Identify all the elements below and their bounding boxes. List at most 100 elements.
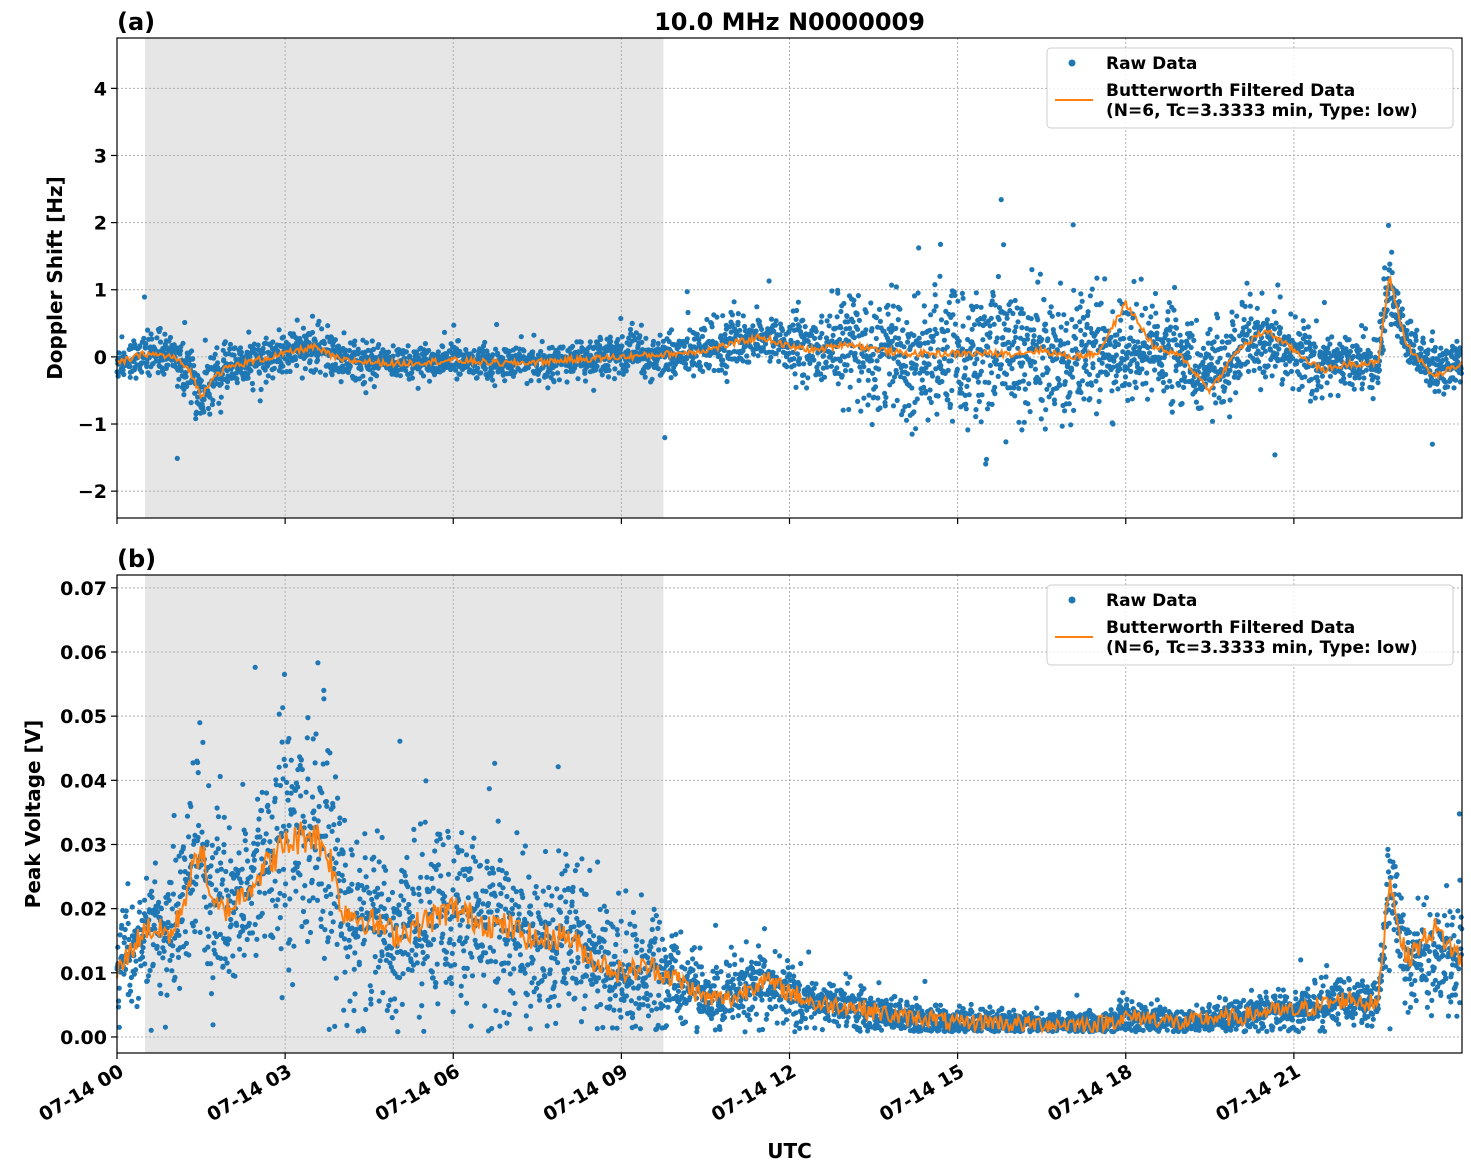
raw-point: [450, 887, 456, 893]
raw-point: [885, 302, 891, 308]
raw-point: [321, 340, 328, 347]
raw-point: [216, 400, 222, 406]
raw-point: [560, 344, 566, 350]
raw-point: [793, 384, 799, 390]
raw-point: [376, 342, 382, 348]
raw-point: [876, 306, 883, 312]
raw-point: [1128, 368, 1134, 374]
raw-point: [1198, 405, 1204, 411]
raw-point: [397, 912, 403, 918]
raw-point: [411, 837, 417, 843]
raw-point: [993, 357, 1000, 363]
raw-point: [243, 847, 249, 853]
raw-point: [1071, 407, 1077, 413]
raw-point: [1015, 319, 1021, 325]
raw-point: [978, 419, 984, 425]
raw-point: [149, 894, 155, 901]
raw-point: [1349, 382, 1355, 388]
raw-point: [1013, 324, 1019, 330]
raw-point: [619, 334, 625, 340]
raw-point: [962, 372, 968, 379]
raw-point: [1024, 336, 1031, 342]
raw-point: [915, 290, 921, 296]
raw-point: [1404, 327, 1410, 334]
raw-point: [1126, 342, 1132, 348]
raw-point: [735, 319, 741, 325]
raw-point: [255, 796, 261, 802]
raw-point: [218, 860, 224, 866]
raw-point: [1257, 365, 1263, 371]
raw-point: [964, 383, 970, 389]
raw-point: [309, 329, 316, 336]
raw-point: [462, 973, 468, 980]
raw-point: [1182, 374, 1188, 380]
raw-point: [772, 322, 779, 328]
raw-point: [482, 339, 488, 345]
raw-point: [180, 340, 186, 346]
raw-point: [160, 955, 166, 961]
raw-point: [916, 335, 922, 341]
raw-point: [828, 363, 835, 369]
raw-point: [236, 850, 242, 856]
raw-point: [276, 764, 282, 770]
raw-point: [286, 735, 292, 742]
raw-point: [395, 352, 401, 358]
raw-point: [272, 795, 278, 801]
raw-point: [1361, 375, 1367, 381]
raw-point: [1009, 366, 1015, 372]
raw-point: [1097, 387, 1103, 393]
raw-point: [224, 384, 230, 390]
raw-point: [410, 886, 416, 892]
raw-point: [1311, 349, 1317, 355]
raw-point: [302, 366, 308, 372]
raw-point: [1038, 416, 1044, 422]
raw-point: [238, 349, 244, 355]
raw-point: [1395, 290, 1401, 296]
raw-point: [347, 998, 353, 1004]
raw-point: [225, 893, 231, 899]
raw-point: [489, 377, 496, 383]
raw-point: [779, 327, 786, 333]
raw-point: [305, 715, 311, 721]
raw-point: [872, 377, 878, 383]
raw-point: [1286, 333, 1292, 340]
raw-point: [136, 909, 142, 915]
raw-point: [941, 337, 948, 343]
raw-point: [347, 944, 353, 950]
raw-point: [846, 406, 852, 413]
raw-point: [309, 794, 316, 800]
raw-point: [164, 992, 170, 998]
raw-point: [337, 815, 343, 821]
raw-point: [317, 369, 323, 375]
raw-point: [1251, 367, 1257, 374]
raw-point: [991, 321, 997, 327]
raw-point: [298, 793, 304, 799]
raw-point: [984, 406, 991, 412]
raw-point: [914, 396, 920, 402]
raw-point: [248, 874, 254, 880]
raw-point: [223, 868, 229, 875]
raw-point: [1359, 386, 1365, 392]
raw-point: [655, 366, 661, 372]
raw-point: [280, 823, 287, 829]
raw-point: [140, 945, 146, 951]
raw-point: [148, 331, 154, 337]
raw-point: [404, 854, 410, 861]
raw-point: [1452, 377, 1459, 383]
raw-point: [700, 368, 706, 374]
raw-point: [275, 897, 281, 903]
raw-point: [379, 952, 385, 959]
raw-point: [253, 952, 259, 959]
raw-point: [731, 299, 737, 305]
raw-point: [980, 337, 986, 343]
raw-point: [1292, 314, 1298, 320]
raw-point: [214, 345, 220, 351]
raw-point: [750, 323, 756, 329]
raw-point: [1131, 278, 1137, 285]
raw-point: [930, 338, 936, 344]
raw-point: [277, 782, 283, 789]
legend-filtered-label-a: Butterworth Filtered Data: [1106, 81, 1355, 101]
raw-point: [357, 867, 363, 874]
raw-point: [299, 923, 305, 930]
raw-point: [1010, 310, 1016, 317]
